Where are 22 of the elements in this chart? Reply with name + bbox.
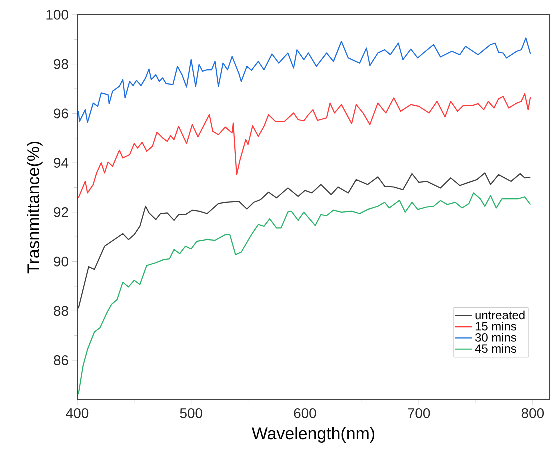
x-tick-label: 800 [522, 408, 544, 418]
line-series [78, 93, 532, 199]
y-tick-label: 92 [54, 207, 68, 218]
y-tick-label: 90 [54, 256, 68, 267]
legend-label: 30 mins [475, 333, 516, 342]
x-tick-label: 400 [66, 408, 89, 418]
legend-label: 15 mins [476, 322, 516, 331]
y-tick-label: 98 [54, 59, 68, 70]
y-axis-title: Trasnmittance(%) [27, 142, 43, 274]
x-tick-label: 500 [180, 408, 202, 418]
legend-label: 45 mins [475, 344, 516, 354]
y-tick-label: 94 [54, 158, 69, 168]
y-tick-label: 88 [54, 306, 68, 316]
line-series [78, 192, 532, 396]
y-tick-label: 86 [54, 356, 68, 366]
x-tick-label: 700 [408, 408, 430, 418]
line-series [78, 38, 532, 124]
legend-label: untreated [476, 310, 525, 320]
y-tick-label: 100 [46, 10, 68, 20]
y-tick-label: 96 [54, 108, 68, 119]
x-tick-label: 600 [294, 408, 316, 418]
x-axis-title: Wavelength(nm) [252, 427, 375, 443]
